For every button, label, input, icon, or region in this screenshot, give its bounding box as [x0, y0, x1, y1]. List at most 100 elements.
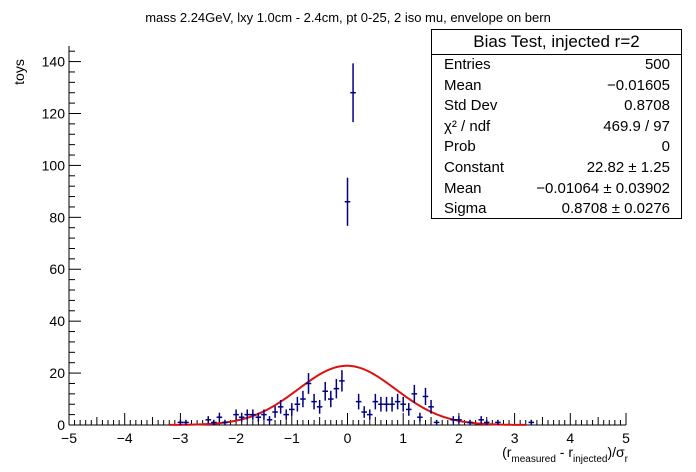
stats-box: Bias Test, injected r=2 Entries 500 Mean −0… — [431, 29, 682, 219]
data-point — [355, 393, 362, 410]
y-axis-label: toys — [11, 59, 27, 85]
x-tick-label: −3 — [172, 430, 188, 446]
stats-row: χ² / ndf 469.9 / 97 — [432, 117, 681, 138]
stats-value: 0.8708 — [624, 97, 670, 115]
data-point — [289, 403, 295, 416]
data-point — [238, 412, 245, 422]
data-point — [305, 373, 312, 394]
data-point — [372, 393, 379, 410]
data-point — [417, 412, 423, 422]
data-point — [266, 416, 273, 424]
data-point — [389, 396, 395, 412]
y-tick-label: 80 — [49, 209, 65, 225]
data-point — [405, 403, 412, 416]
stats-row: Sigma 0.8708 ± 0.0276 — [432, 199, 681, 220]
data-point — [250, 409, 256, 420]
data-point — [422, 387, 429, 406]
x-tick-label: 5 — [622, 430, 630, 446]
data-point — [322, 381, 329, 401]
stats-row: Mean −0.01064 ± 0.03902 — [432, 179, 681, 200]
y-tick-label: 0 — [57, 417, 65, 433]
stats-label: χ² / ndf — [444, 117, 491, 135]
y-tick-label: 40 — [49, 313, 65, 329]
gaussian-fit — [169, 364, 526, 426]
stats-label: Sigma — [444, 200, 487, 218]
stats-value: 0 — [661, 138, 670, 156]
stats-row: Constant 22.82 ± 1.25 — [432, 158, 681, 179]
data-point — [328, 390, 334, 408]
data-point — [450, 416, 457, 424]
x-tick-label: 3 — [511, 430, 519, 446]
data-point — [400, 396, 406, 412]
data-point — [216, 412, 223, 422]
y-tick-label: 100 — [42, 157, 66, 173]
x-tick-label: −5 — [61, 430, 77, 446]
data-point — [483, 419, 490, 425]
data-point — [467, 419, 473, 425]
data-point — [311, 393, 317, 410]
stats-label: Entries — [444, 56, 491, 73]
data-point — [183, 419, 189, 425]
chart-title: mass 2.24GeV, lxy 1.0cm - 2.4cm, pt 0-25… — [145, 10, 551, 25]
data-point — [233, 409, 239, 420]
stats-value: 0.8708 ± 0.0276 — [561, 200, 670, 218]
x-tick-label: −1 — [284, 430, 300, 446]
stats-value: 500 — [644, 56, 670, 73]
stats-row: Entries 500 — [432, 55, 681, 76]
y-tick-label: 60 — [49, 261, 65, 277]
stats-value: −0.01064 ± 0.03902 — [536, 179, 670, 197]
data-point — [316, 399, 323, 414]
stats-label: Std Dev — [444, 97, 498, 115]
data-point — [361, 406, 367, 418]
data-point — [205, 416, 212, 424]
stats-title: Bias Test, injected r=2 — [432, 30, 681, 55]
data-point — [300, 390, 306, 408]
data-point — [244, 409, 251, 420]
data-point — [394, 393, 401, 410]
data-point — [344, 177, 351, 226]
data-point — [261, 409, 267, 420]
data-point — [333, 378, 340, 399]
fit-curve — [169, 364, 526, 426]
data-point — [528, 419, 535, 425]
data-point — [411, 384, 418, 403]
x-tick-label: 0 — [344, 430, 352, 446]
data-point — [283, 409, 290, 420]
data-point — [350, 63, 356, 123]
data-point — [255, 412, 262, 422]
stats-value: 22.82 ± 1.25 — [586, 158, 670, 176]
x-tick-label: −2 — [228, 430, 244, 446]
y-tick-label: 140 — [42, 54, 66, 70]
stats-label: Mean — [444, 179, 482, 197]
data-point — [428, 399, 434, 414]
data-point — [339, 370, 345, 392]
stats-label: Constant — [444, 158, 505, 176]
x-tick-label: 1 — [399, 430, 407, 446]
data-points — [177, 63, 535, 425]
stats-value: 469.9 / 97 — [603, 117, 670, 135]
stats-label: Mean — [444, 76, 482, 94]
data-point — [366, 409, 373, 420]
data-point — [272, 406, 278, 418]
stats-row: Std Dev 0.8708 — [432, 96, 681, 117]
x-tick-label: −4 — [117, 430, 133, 446]
x-axis-label: (rmeasured - rinjected)/σr — [502, 444, 629, 465]
data-point — [433, 419, 440, 425]
y-tick-label: 120 — [42, 105, 66, 121]
data-point — [495, 419, 501, 425]
stats-value: −0.01605 — [607, 76, 670, 94]
data-point — [177, 419, 184, 425]
y-tick-label: 20 — [49, 365, 65, 381]
x-tick-label: 2 — [455, 430, 463, 446]
data-point — [378, 396, 384, 412]
data-point — [277, 399, 284, 414]
data-point — [222, 419, 228, 425]
data-point — [294, 396, 301, 412]
x-tick-label: 4 — [566, 430, 574, 446]
stats-row: Prob 0 — [432, 137, 681, 158]
data-point — [383, 396, 390, 412]
stats-row: Mean −0.01605 — [432, 76, 681, 97]
data-point — [456, 416, 462, 424]
stats-rows: Entries 500 Mean −0.01605 Std Dev 0.8708 χ² / … — [432, 55, 681, 220]
